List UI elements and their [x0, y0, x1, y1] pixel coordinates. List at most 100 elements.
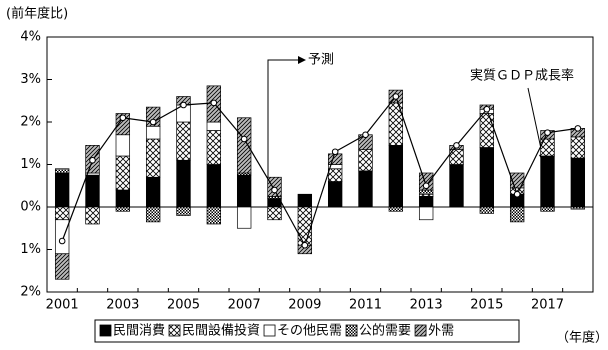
bar-segment	[206, 121, 222, 131]
gdp-point	[513, 190, 521, 198]
legend-swatch	[168, 324, 181, 337]
bar-segment	[54, 206, 70, 221]
bar-segment	[85, 174, 100, 208]
x-tick-label: 2005	[167, 298, 200, 313]
x-tick-label: 2003	[106, 298, 139, 313]
forecast-bracket	[267, 59, 298, 207]
forecast-arrow	[298, 56, 306, 64]
bar-segment	[176, 121, 191, 161]
y-tick-label: 1%	[20, 157, 41, 172]
bar-segment	[145, 125, 161, 140]
legend-label: 外需	[428, 324, 454, 339]
bar-segment	[327, 181, 343, 208]
bar-segment	[236, 117, 252, 174]
gdp-point	[58, 237, 66, 245]
gdp-point	[180, 101, 187, 109]
bar-segment	[570, 157, 586, 208]
legend-swatch	[345, 324, 358, 337]
gdp-point	[453, 142, 460, 149]
bar-segment	[327, 168, 343, 182]
gdp-point	[392, 93, 400, 100]
gdp-point	[331, 148, 339, 156]
bar-segment	[54, 219, 70, 255]
y-axis-label: (前年度比)	[6, 6, 68, 22]
bar-segment	[418, 196, 434, 208]
gdp-point	[422, 182, 430, 190]
bar-segment	[327, 153, 343, 165]
y-tick-label: 3%	[20, 72, 41, 87]
y-tick-label: 1%	[20, 242, 41, 257]
gdp-point	[210, 99, 218, 107]
annotation: 予測	[308, 53, 334, 68]
bar-segment	[449, 164, 464, 208]
x-tick-label: 2017	[531, 298, 564, 313]
gdp-point	[574, 125, 582, 132]
x-tick-label: 2013	[410, 298, 443, 313]
bar-segment	[236, 174, 252, 208]
bar-segment	[145, 138, 161, 178]
bar-segment	[145, 206, 161, 223]
gdp-point	[483, 105, 491, 113]
gdp-point	[271, 186, 278, 194]
y-tick-label: 4%	[20, 30, 41, 45]
bar-segment	[479, 206, 495, 214]
y-tick-label: 2%	[20, 285, 41, 300]
bar-segment	[297, 206, 313, 246]
bar-segment	[115, 206, 131, 212]
gdp-point	[89, 156, 96, 164]
bar-segment	[297, 193, 313, 208]
bar-segment	[206, 164, 222, 208]
bar-segment	[54, 172, 70, 208]
bar-segment	[418, 189, 434, 195]
bar-segment	[388, 145, 404, 208]
bar-segment	[115, 155, 131, 191]
bar-segment	[176, 159, 191, 208]
x-tick-label: 2001	[46, 298, 79, 313]
bar-segment	[176, 206, 191, 216]
bar-segment	[570, 206, 586, 210]
legend-label: 民間消費	[113, 324, 165, 339]
gdp-point	[149, 118, 157, 126]
x-tick-label: 2007	[228, 298, 261, 313]
bar-segment	[509, 206, 525, 223]
legend-box	[94, 319, 520, 343]
legend-label: その他民需	[277, 324, 342, 339]
bar-segment	[540, 206, 555, 212]
bar-segment	[85, 206, 100, 225]
bar-segment	[115, 134, 131, 157]
bar-segment	[206, 206, 222, 225]
bar-segment	[479, 147, 495, 208]
gdp-point	[362, 131, 369, 139]
bar-segment	[115, 189, 131, 208]
legend-swatch	[99, 324, 112, 337]
bar-segment	[236, 206, 252, 229]
bar-segment	[206, 130, 222, 165]
legend-label: 公的需要	[359, 323, 411, 339]
bar-segment	[358, 149, 373, 172]
gdp-point	[119, 114, 127, 122]
y-tick-label: 2%	[20, 115, 41, 130]
bar-segment	[570, 136, 586, 159]
legend-label: 民間設備投資	[182, 323, 260, 339]
x-tick-label: 2011	[349, 298, 382, 313]
legend-swatch	[414, 324, 427, 337]
bar-segment	[479, 113, 495, 148]
bar-segment	[267, 206, 282, 221]
bar-segment	[54, 253, 70, 280]
legend-swatch	[263, 324, 276, 337]
gdp-label: 実質ＧＤＰ成長率	[470, 68, 574, 84]
x-tick-label: 2015	[470, 298, 503, 313]
gdp-line	[61, 95, 578, 247]
bar-segment	[388, 206, 404, 212]
bar-segment	[540, 155, 555, 208]
gdp-point	[301, 241, 309, 249]
gdp-point	[240, 135, 248, 143]
x-tick-label: 2009	[288, 298, 321, 313]
bar-segment	[54, 168, 70, 174]
x-axis-label: （年度）	[556, 330, 608, 346]
bar-segment	[418, 206, 434, 221]
gdp-point	[544, 129, 551, 136]
bar-segment	[145, 176, 161, 208]
y-tick-label: 0%	[20, 200, 41, 215]
